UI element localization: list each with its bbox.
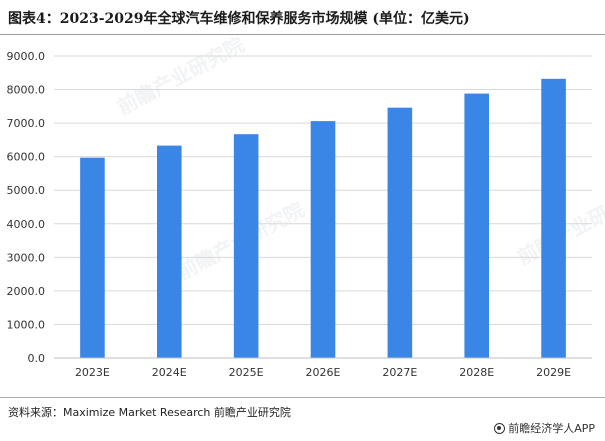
- brand-label: 前瞻经济学人APP: [508, 422, 595, 435]
- bar-2027E: [387, 107, 413, 358]
- title-divider: [0, 34, 605, 35]
- bar-2025E: [233, 134, 259, 358]
- chart-title: 图表4：2023-2029年全球汽车维修和保养服务市场规模 (单位：亿美元): [8, 11, 470, 27]
- y-tick-label: 7000.0: [7, 117, 46, 130]
- bar-2028E: [464, 93, 490, 359]
- source-note: 资料来源：Maximize Market Research 前瞻产业研究院: [8, 406, 291, 419]
- y-axis-ticks: 0.0 1000.0 2000.0 3000.0 4000.0 5000.0 6000.0 7…: [7, 50, 46, 365]
- y-tick-label: 0.0: [28, 352, 46, 365]
- x-tick-label: 2028E: [459, 366, 494, 379]
- y-tick-label: 5000.0: [7, 184, 46, 197]
- footer-divider: [0, 397, 605, 398]
- y-tick-label: 6000.0: [7, 151, 46, 164]
- y-tick-label: 8000.0: [7, 84, 46, 97]
- bar-2029E: [541, 78, 566, 358]
- bars: [80, 78, 566, 359]
- brand-badge[interactable]: 前瞻经济学人APP: [494, 420, 595, 436]
- x-tick-label: 2023E: [75, 366, 110, 379]
- y-tick-label: 1000.0: [7, 318, 46, 331]
- x-tick-label: 2024E: [152, 366, 187, 379]
- y-tick-label: 9000.0: [7, 50, 46, 63]
- x-tick-label: 2026E: [306, 366, 341, 379]
- x-tick-label: 2029E: [536, 366, 571, 379]
- bar-2023E: [80, 157, 105, 358]
- bar-2026E: [310, 121, 336, 358]
- x-axis-ticks: 2023E 2024E 2025E 2026E 2027E 2028E 2029E: [75, 366, 571, 379]
- x-tick-label: 2025E: [229, 366, 264, 379]
- y-tick-label: 4000.0: [7, 218, 46, 231]
- x-tick-label: 2027E: [382, 366, 417, 379]
- bar-2024E: [156, 145, 182, 358]
- brand-logo-icon: [494, 422, 506, 434]
- y-tick-label: 2000.0: [7, 285, 46, 298]
- y-tick-label: 3000.0: [7, 251, 46, 264]
